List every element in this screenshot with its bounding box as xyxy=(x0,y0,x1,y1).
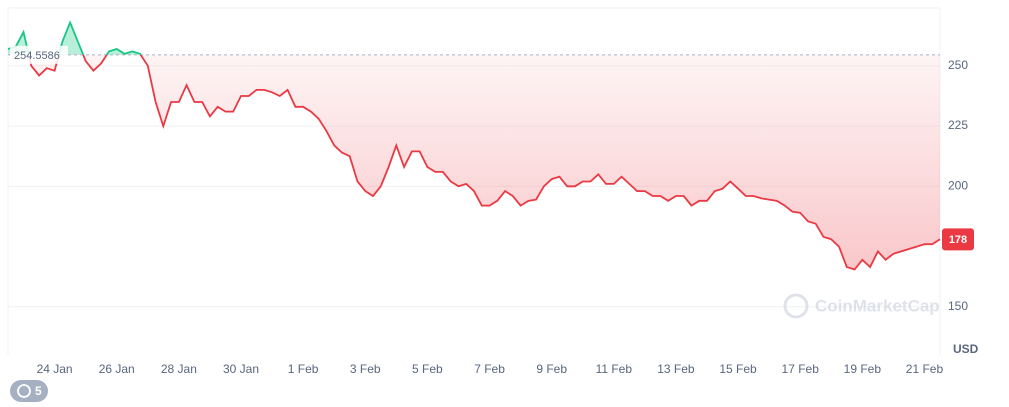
watermark-text: CoinMarketCap xyxy=(815,296,940,315)
area-up xyxy=(8,22,141,55)
x-tick-label: 7 Feb xyxy=(474,362,505,376)
x-tick-label: 30 Jan xyxy=(223,362,259,376)
x-tick-label: 17 Feb xyxy=(782,362,820,376)
x-tick-label: 11 Feb xyxy=(596,362,633,376)
history-button[interactable]: 5 xyxy=(10,380,48,402)
y-tick-label: 250 xyxy=(948,58,968,72)
currency-label: USD xyxy=(953,342,979,356)
x-tick-label: 24 Jan xyxy=(37,362,73,376)
y-tick-label: 225 xyxy=(948,118,968,132)
y-tick-label: 150 xyxy=(948,299,968,313)
x-tick-label: 28 Jan xyxy=(161,362,197,376)
x-tick-label: 5 Feb xyxy=(412,362,443,376)
reference-label-bg xyxy=(10,45,68,64)
x-tick-label: 9 Feb xyxy=(536,362,567,376)
price-line-down xyxy=(27,54,941,271)
x-tick-label: 1 Feb xyxy=(288,362,319,376)
price-tag-bg xyxy=(942,228,974,251)
reference-label: 254.5586 xyxy=(14,50,60,62)
x-tick-label: 15 Feb xyxy=(719,362,757,376)
x-tick-label: 26 Jan xyxy=(99,362,135,376)
price-tag: 178 xyxy=(949,234,967,246)
x-tick-label: 13 Feb xyxy=(657,362,695,376)
x-tick-label: 19 Feb xyxy=(844,362,882,376)
watermark: CoinMarketCap xyxy=(783,293,940,319)
area-down xyxy=(8,54,940,270)
y-tick-label: 200 xyxy=(948,178,968,192)
x-tick-label: 21 Feb xyxy=(906,362,944,376)
history-count[interactable]: 5 xyxy=(35,384,42,398)
x-tick-label: 3 Feb xyxy=(350,362,381,376)
